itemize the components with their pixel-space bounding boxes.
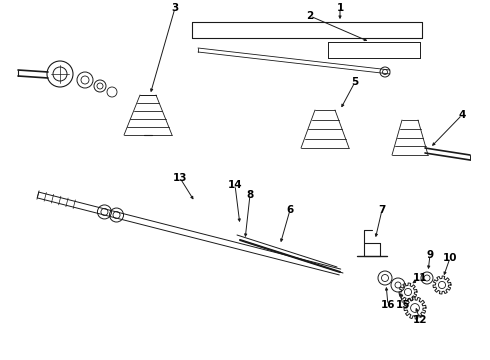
Text: 9: 9 bbox=[426, 250, 434, 260]
Text: 11: 11 bbox=[413, 273, 427, 283]
Text: 16: 16 bbox=[381, 300, 395, 310]
Text: 13: 13 bbox=[173, 173, 187, 183]
Text: 10: 10 bbox=[443, 253, 457, 263]
Text: 15: 15 bbox=[396, 300, 410, 310]
Text: 3: 3 bbox=[172, 3, 179, 13]
Text: 5: 5 bbox=[351, 77, 359, 87]
Text: 7: 7 bbox=[378, 205, 386, 215]
Text: 1: 1 bbox=[336, 3, 343, 13]
Text: 12: 12 bbox=[413, 315, 427, 325]
Text: 4: 4 bbox=[458, 110, 466, 120]
Text: 8: 8 bbox=[246, 190, 254, 200]
Text: 14: 14 bbox=[228, 180, 243, 190]
Text: 6: 6 bbox=[286, 205, 294, 215]
Text: 2: 2 bbox=[306, 11, 314, 21]
